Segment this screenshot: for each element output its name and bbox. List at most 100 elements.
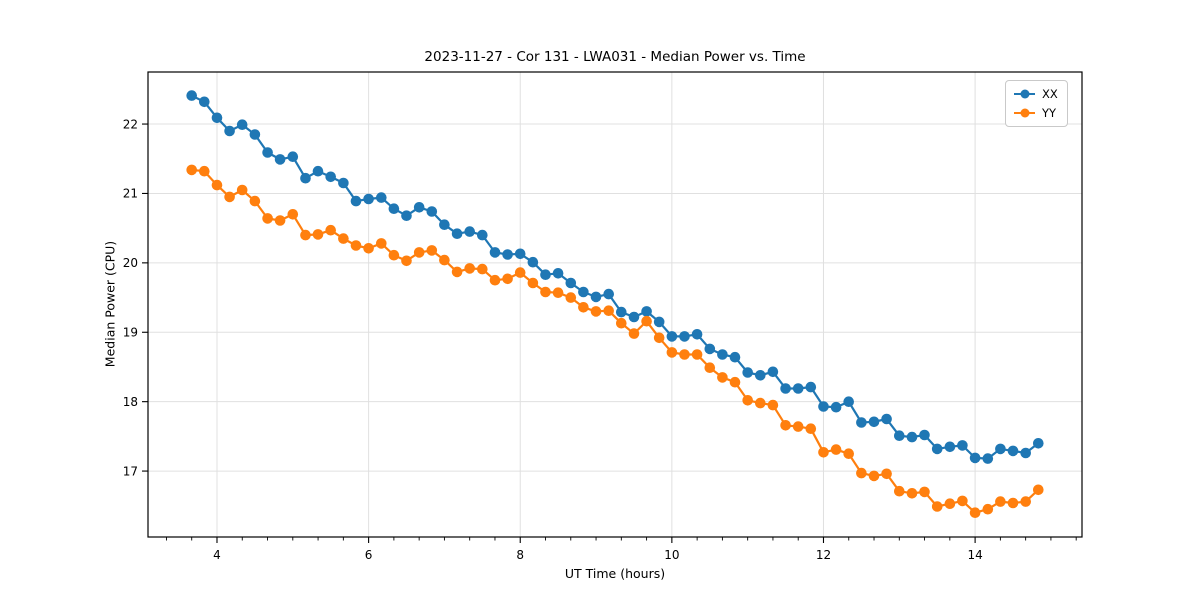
data-point-xx (780, 383, 791, 394)
data-point-xx (451, 228, 463, 239)
data-point-xx (944, 441, 956, 453)
data-point-yy (805, 423, 817, 435)
data-point-yy (376, 238, 387, 249)
data-point-xx (514, 248, 526, 260)
data-point-yy (249, 195, 261, 207)
data-point-yy (868, 470, 880, 482)
data-point-xx (906, 431, 918, 443)
data-point-xx (856, 417, 867, 428)
data-point-xx (376, 192, 387, 203)
data-point-xx (628, 311, 640, 323)
series-line-xx (190, 94, 1040, 460)
chart-title: 2023-11-27 - Cor 131 - LWA031 - Median P… (424, 49, 806, 65)
data-point-xx (540, 269, 551, 281)
data-point-yy (552, 287, 564, 299)
series-line-yy (190, 168, 1040, 514)
x-axis-label: UT Time (hours) (564, 566, 666, 581)
x-tick-label: 6 (365, 548, 373, 562)
data-point-xx (603, 288, 614, 300)
data-point-yy (818, 447, 829, 458)
data-point-xx (616, 306, 627, 318)
x-tick-label: 12 (816, 548, 831, 562)
data-point-xx (477, 229, 488, 241)
data-point-yy (1020, 496, 1031, 507)
data-point-xx (300, 172, 311, 184)
data-point-yy (413, 247, 425, 258)
data-point-yy (477, 263, 488, 275)
data-point-xx (590, 291, 602, 303)
data-point-yy (578, 302, 589, 313)
data-point-xx (1020, 447, 1031, 459)
data-point-yy (717, 372, 728, 383)
data-point-yy (502, 273, 513, 285)
data-point-yy (186, 164, 197, 176)
data-point-xx (1033, 438, 1044, 449)
axes-spines (147, 71, 1083, 538)
data-point-xx (868, 416, 880, 428)
data-point-xx (578, 286, 589, 298)
data-point-xx (679, 331, 690, 342)
data-point-xx (717, 349, 728, 360)
data-point-xx (653, 316, 665, 328)
y-tick-label: 21 (123, 187, 138, 201)
data-point-xx (489, 247, 501, 258)
data-point-yy (969, 507, 981, 518)
data-point-xx (755, 370, 766, 381)
data-point-xx (312, 165, 324, 177)
data-point-xx (982, 453, 994, 464)
data-point-yy (401, 255, 412, 267)
data-point-yy (780, 420, 791, 431)
data-point-xx (957, 440, 968, 451)
data-point-yy (603, 305, 614, 317)
data-point-xx (388, 203, 400, 214)
data-point-xx (426, 206, 438, 217)
data-point-xx (881, 413, 892, 425)
x-tick-label: 14 (967, 548, 982, 562)
data-point-yy (236, 184, 248, 196)
data-point-xx (691, 329, 703, 340)
data-point-yy (616, 317, 627, 329)
data-point-yy (679, 349, 690, 360)
data-point-yy (919, 486, 930, 498)
data-point-yy (1033, 484, 1044, 496)
data-point-yy (388, 249, 400, 261)
data-point-yy (363, 243, 374, 254)
x-tick-label: 10 (664, 548, 679, 562)
data-point-yy (894, 485, 905, 497)
data-point-yy (590, 306, 602, 317)
data-point-yy (755, 397, 766, 409)
data-point-yy (325, 224, 337, 236)
data-point-xx (704, 343, 716, 355)
data-point-yy (666, 347, 678, 358)
data-point-xx (186, 90, 197, 101)
data-point-xx (729, 351, 741, 363)
data-point-xx (464, 226, 476, 237)
data-point-xx (565, 277, 577, 289)
data-point-xx (931, 443, 943, 455)
legend-label-yy: YY (1042, 106, 1057, 120)
data-point-xx (199, 96, 210, 108)
data-point-xx (805, 381, 817, 393)
data-point-xx (995, 443, 1006, 455)
data-point-yy (489, 274, 501, 286)
data-point-xx (767, 366, 779, 378)
data-point-yy (906, 488, 918, 499)
y-tick-label: 20 (123, 256, 138, 270)
legend-line-marker-swatch-yy (1014, 108, 1035, 119)
data-point-yy (514, 267, 526, 278)
data-point-yy (995, 496, 1006, 507)
data-point-yy (464, 263, 476, 274)
data-point-yy (767, 399, 779, 411)
data-point-yy (931, 501, 943, 512)
data-point-xx (401, 210, 412, 221)
data-point-yy (350, 240, 362, 251)
data-point-xx (666, 331, 678, 342)
data-point-yy (300, 229, 311, 241)
legend-item-xx: XX (1014, 87, 1058, 101)
data-point-yy (957, 495, 968, 507)
data-point-xx (274, 154, 286, 165)
data-point-xx (1007, 445, 1019, 457)
data-point-xx (641, 306, 652, 317)
